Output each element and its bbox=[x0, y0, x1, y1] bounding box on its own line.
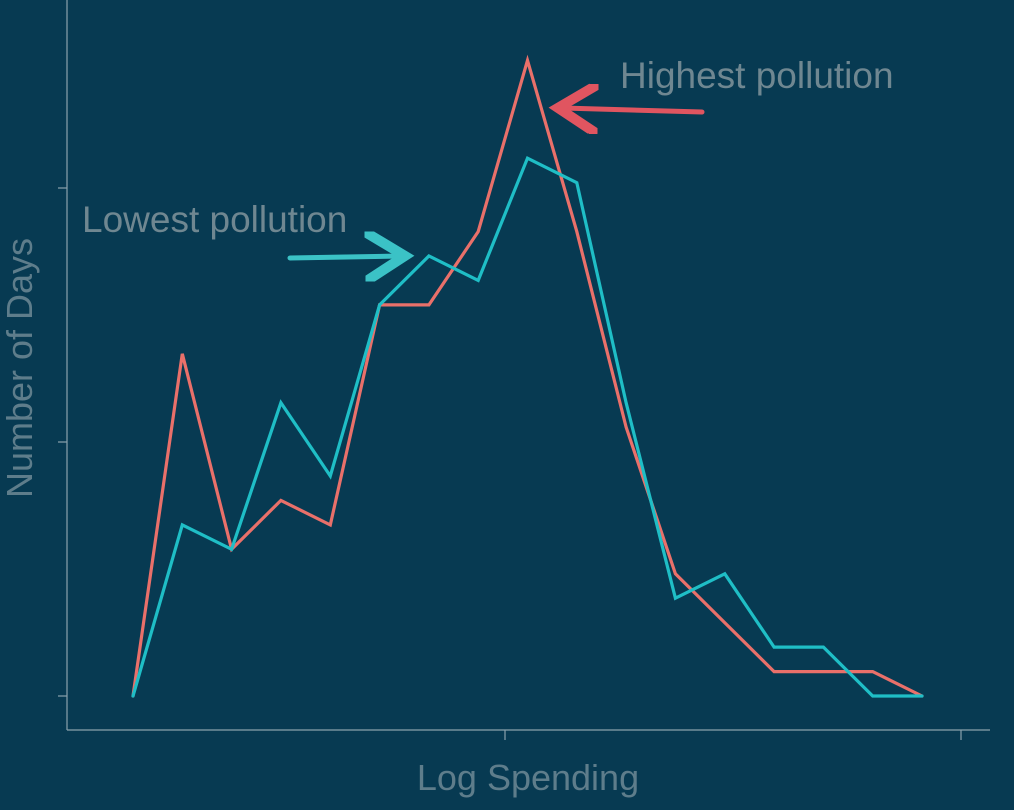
series-layer bbox=[131, 54, 924, 698]
series-line-lowest bbox=[131, 155, 924, 698]
highest-pollution-annotation: Highest pollution bbox=[620, 55, 894, 96]
lowest-pollution-arrow bbox=[287, 256, 400, 258]
highest-pollution-arrow bbox=[563, 108, 705, 112]
x-axis-label: Log Spending bbox=[417, 757, 639, 798]
lowest-pollution-annotation: Lowest pollution bbox=[82, 199, 347, 240]
series-line-highest bbox=[131, 54, 924, 698]
y-axis-label: Number of Days bbox=[0, 238, 40, 498]
